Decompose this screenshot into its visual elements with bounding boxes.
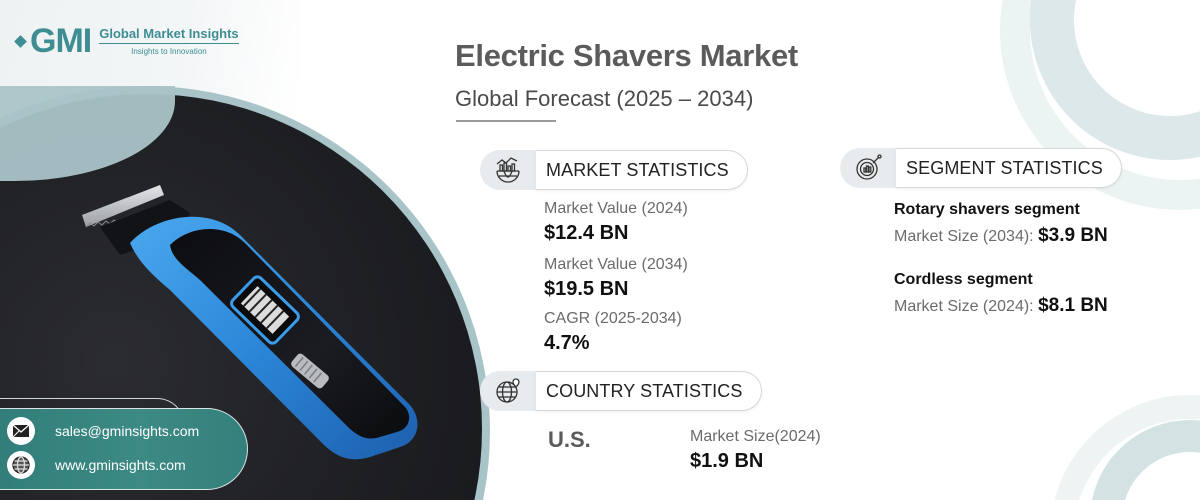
contact-website[interactable]: www.gminsights.com (55, 457, 186, 473)
market-value-2034: $19.5 BN (544, 278, 629, 300)
contact-panel: sales@gminsights.com www.gminsights.com (0, 408, 248, 490)
country-statistics-header: COUNTRY STATISTICS (480, 371, 762, 411)
country-market-size-label: Market Size(2024) (690, 428, 821, 445)
chart-globe-icon (480, 150, 536, 190)
brand-tagline: Insights to Innovation (131, 47, 207, 56)
envelope-icon (7, 417, 35, 445)
segment-name-rotary: Rotary shavers segment (894, 201, 1080, 218)
market-statistics-title: MARKET STATISTICS (536, 150, 748, 190)
electric-trimmer-image (82, 185, 418, 460)
segment-cordless-label: Market Size (2024): (894, 298, 1034, 315)
globe-icon (7, 451, 35, 479)
segment-cordless-size: Market Size (2024): $8.1 BN (894, 295, 1108, 317)
gmi-logo: GMI Global Market Insights Insights to I… (14, 24, 239, 58)
logo-mark: GMI (14, 24, 92, 58)
page-title: Electric Shavers Market (455, 38, 798, 73)
globe-pin-icon (480, 371, 536, 411)
brand-name: Global Market Insights (99, 26, 239, 44)
segment-rotary-label: Market Size (2034): (894, 228, 1034, 245)
contact-website-row[interactable]: www.gminsights.com (7, 451, 186, 479)
market-value-2024-label: Market Value (2024) (544, 200, 688, 217)
country-market-size-value: $1.9 BN (690, 450, 764, 472)
market-value-2024: $12.4 BN (544, 222, 629, 244)
logo-diamond-icon (14, 34, 27, 48)
market-value-2034-label: Market Value (2034) (544, 256, 688, 273)
country-name: U.S. (548, 427, 591, 452)
cagr-label: CAGR (2025-2034) (544, 310, 682, 327)
contact-email-row[interactable]: sales@gminsights.com (7, 417, 199, 445)
contact-email[interactable]: sales@gminsights.com (55, 423, 200, 439)
title-divider (456, 120, 556, 122)
segment-name-cordless: Cordless segment (894, 271, 1033, 288)
segment-statistics-title: SEGMENT STATISTICS (896, 148, 1122, 188)
segment-rotary-size: Market Size (2034): $3.9 BN (894, 225, 1108, 247)
market-statistics-header: MARKET STATISTICS (480, 150, 748, 190)
cagr-value: 4.7% (544, 332, 590, 354)
segment-cordless-value: $8.1 BN (1038, 295, 1108, 316)
page-subtitle: Global Forecast (2025 – 2034) (455, 86, 754, 111)
segment-statistics-header: SEGMENT STATISTICS (840, 148, 1122, 188)
country-statistics-title: COUNTRY STATISTICS (536, 371, 762, 411)
target-chart-icon (840, 148, 896, 188)
segment-rotary-value: $3.9 BN (1038, 225, 1108, 246)
